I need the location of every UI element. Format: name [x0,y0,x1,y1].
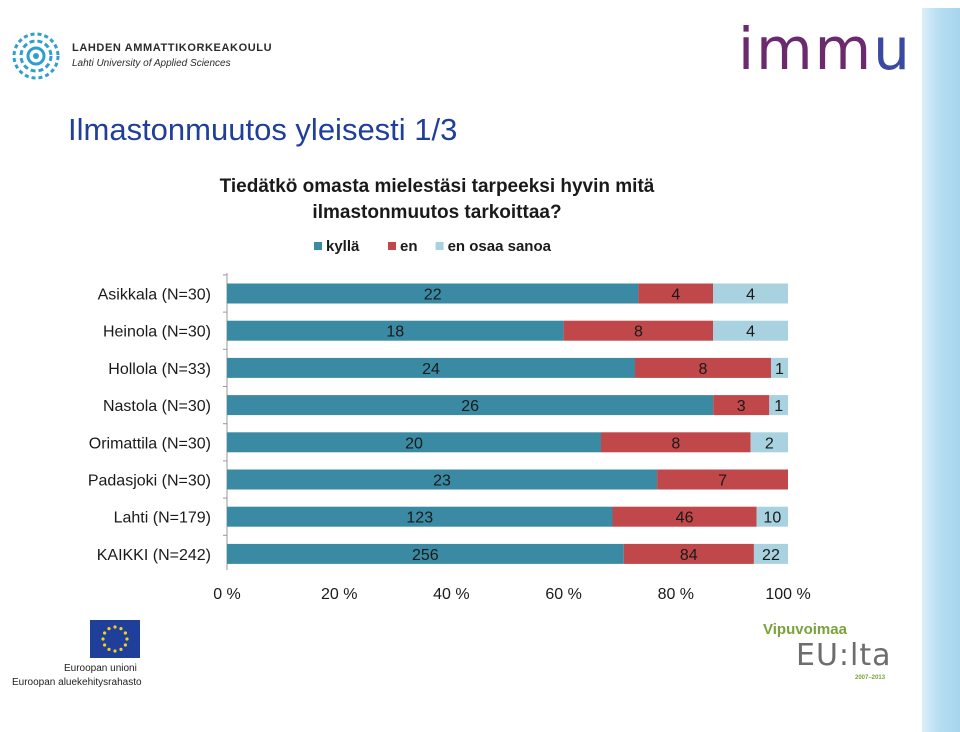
bar-segment [750,432,788,453]
bar-segment [657,469,788,490]
eu-star [119,647,123,651]
legend-swatch [435,242,444,250]
bar-segment [713,395,770,416]
data-label: 20 [405,435,423,452]
eu-star [103,643,107,647]
lamk-sun-icon [12,32,60,80]
data-label: 22 [424,287,442,304]
data-label: 4 [671,287,680,304]
data-label: 1 [775,361,784,378]
bar-segment [623,543,754,564]
eu-star [103,631,107,635]
immu-logo-u: u [873,15,912,83]
lamk-logo [10,28,270,84]
bar-segment [601,432,751,453]
data-label: 1 [774,398,783,415]
decorative-side-stripe [922,8,960,732]
eu-star [119,627,123,631]
data-label: 46 [676,510,694,527]
bar-segment [713,283,788,304]
vipuvoimaa-eu-logo: EU:lta [796,638,892,673]
bar-segment [227,432,601,453]
category-label: Asikkala (N=30) [98,287,211,304]
data-label: 3 [737,398,746,415]
legend-swatch [388,242,396,250]
category-label: Hollola (N=33) [108,361,211,378]
x-tick-label: 0 % [213,586,241,603]
eu-star [107,627,111,631]
bar-segment [638,283,714,304]
data-label: 123 [406,510,433,527]
x-tick-label: 20 % [321,586,357,603]
data-label: 23 [433,473,451,490]
data-label: 10 [763,510,781,527]
data-label: 7 [718,473,727,490]
eu-union-label: Euroopan unioni [64,663,137,674]
bar-segment [771,357,788,378]
bar-segment [227,469,658,490]
stacked-bar-chart: Tiedätkö omasta mielestäsi tarpeeksi hyv… [88,176,811,603]
bar-segment [713,320,788,341]
eu-flag-icon [90,620,140,658]
eu-star [107,647,111,651]
lamk-subtitle: Lahti University of Applied Sciences [72,58,231,69]
data-label: 18 [386,324,404,341]
x-tick-label: 60 % [545,586,581,603]
bar-segment [227,283,639,304]
data-label: 24 [422,361,440,378]
bar-segment [227,320,564,341]
category-label: Padasjoki (N=30) [88,473,211,490]
eu-star [101,637,105,641]
bar-segment [227,506,613,527]
category-label: Nastola (N=30) [103,398,211,415]
category-label: Heinola (N=30) [103,324,211,341]
data-label: 22 [762,547,780,564]
eu-star [123,643,127,647]
data-label: 4 [746,324,755,341]
slide-title: Ilmastonmuutos yleisesti 1/3 [68,112,458,147]
data-label: 8 [634,324,643,341]
chart-title: Tiedätkö omasta mielestäsi tarpeeksi hyv… [220,176,655,197]
immu-logo-main: imm [738,15,874,83]
eu-star [125,637,129,641]
bar-segment [769,395,788,416]
data-label: 84 [680,547,698,564]
x-tick-label: 80 % [658,586,694,603]
bar-segment [756,506,788,527]
category-label: KAIKKI (N=242) [97,547,211,564]
legend-label: en osaa sanoa [448,238,552,255]
data-label: 256 [412,547,439,564]
bar-segment [753,543,788,564]
bar-segment [612,506,757,527]
x-tick-label: 40 % [433,586,469,603]
bar-segment [563,320,714,341]
category-label: Lahti (N=179) [114,510,211,527]
category-label: Orimattila (N=30) [89,435,211,452]
lamk-name: LAHDEN AMMATTIKORKEAKOULU [72,42,273,54]
eu-fund-label: Euroopan aluekehitysrahasto [12,677,142,688]
bar-segment [227,357,635,378]
bar-segment [227,395,714,416]
chart-title: ilmastonmuutos tarkoittaa? [312,202,561,223]
eu-star [113,625,117,629]
bar-segment [227,543,624,564]
data-label: 2 [765,435,774,452]
data-label: 8 [699,361,708,378]
immu-logo: immu [738,20,912,78]
vipuvoimaa-years: 2007–2013 [855,675,886,681]
eu-star [123,631,127,635]
eu-star [113,649,117,653]
data-label: 4 [746,287,755,304]
legend-label: en [400,238,418,255]
data-label: 8 [671,435,680,452]
data-label: 26 [461,398,479,415]
vipuvoimaa-title: Vipuvoimaa [763,621,847,638]
legend-label: kyllä [326,238,360,255]
bar-segment [635,357,771,378]
legend-swatch [314,242,322,250]
x-tick-label: 100 % [765,586,810,603]
